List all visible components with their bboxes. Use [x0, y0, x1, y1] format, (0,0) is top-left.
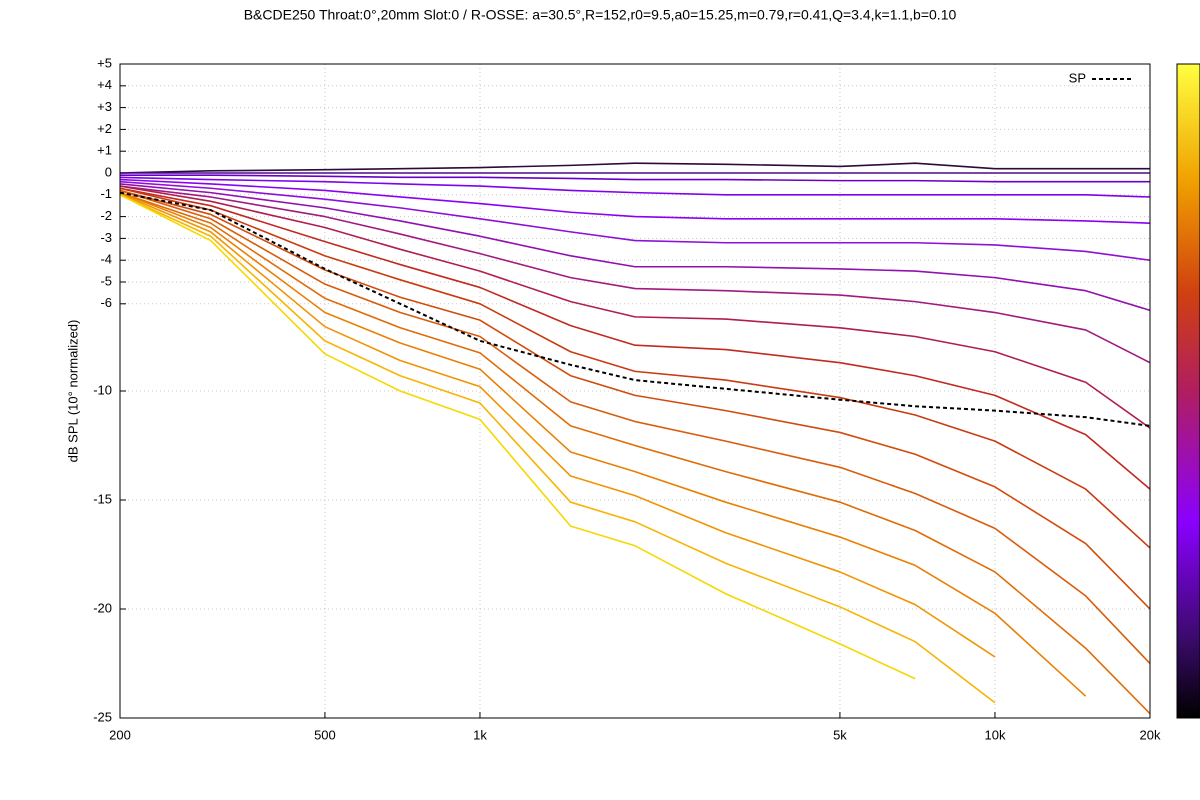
dashed-line [120, 191, 1150, 427]
series-line [120, 185, 1150, 364]
chart-title: B&CDE250 Throat:0°,20mm Slot:0 / R-OSSE:… [244, 7, 957, 23]
series-line [120, 176, 1150, 198]
x-tick-label: 1k [473, 727, 487, 742]
y-tick-label: -5 [100, 273, 112, 288]
color-bar [1176, 63, 1200, 719]
y-tick-label: +1 [97, 143, 112, 158]
series-line [120, 194, 996, 704]
series-line [120, 187, 1150, 549]
y-tick-label: +4 [97, 77, 112, 92]
series-line [120, 180, 1150, 261]
series-line [120, 189, 1150, 610]
x-tick-label: 200 [109, 727, 131, 742]
y-tick-label: +2 [97, 121, 112, 136]
series-line [120, 178, 1150, 224]
y-tick-label: +5 [97, 55, 112, 70]
y-tick-label: -1 [100, 186, 112, 201]
y-tick-label: -4 [100, 252, 112, 267]
x-tick-label: 10k [984, 727, 1005, 742]
series-line [120, 192, 996, 658]
series-line [120, 191, 1150, 715]
x-tick-label: 5k [833, 727, 847, 742]
y-tick-label: -25 [93, 709, 112, 724]
y-tick-label: -20 [93, 600, 112, 615]
series-line [120, 189, 1150, 665]
series-line [120, 185, 1150, 429]
labels: +5 +4 +3 +2 +1 0 -1 -2 -3 -4 -5 -6 -10 -15 -20 -25 200 50… [93, 55, 1161, 742]
y-tick-label: -15 [93, 491, 112, 506]
series-line [120, 187, 1150, 490]
legend-label: SP [1069, 70, 1086, 85]
y-tick-label: -2 [100, 208, 112, 223]
x-tick-label: 20k [1140, 727, 1161, 742]
series-line [120, 194, 916, 680]
y-tick-label: -6 [100, 295, 112, 310]
x-tick-label: 500 [314, 727, 336, 742]
plot-area [120, 162, 1150, 715]
plot-frame [119, 63, 1151, 719]
y-tick-label: -10 [93, 382, 112, 397]
series-line [120, 162, 1150, 174]
series-line [120, 174, 1150, 183]
y-tick-label: 0 [105, 164, 112, 179]
series-line [120, 183, 1150, 312]
y-axis-label: dB SPL (10° normalized) [65, 320, 80, 463]
series-line [120, 191, 1087, 697]
y-tick-label: -3 [100, 230, 112, 245]
y-tick-label: +3 [97, 99, 112, 114]
